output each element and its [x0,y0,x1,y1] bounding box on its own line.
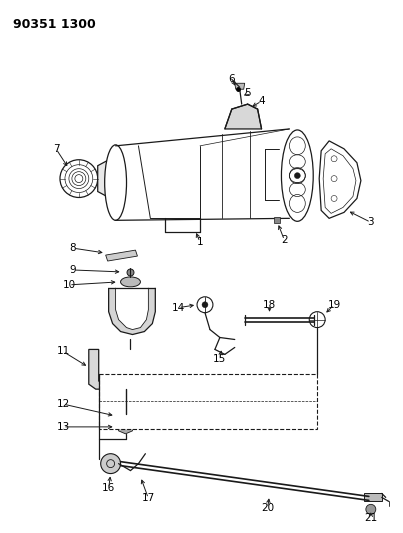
Text: 12: 12 [56,399,70,409]
Polygon shape [319,141,361,219]
Polygon shape [323,149,356,213]
Text: 3: 3 [368,217,374,227]
Text: 4: 4 [258,96,265,106]
Text: 11: 11 [56,346,70,357]
Text: 9: 9 [70,265,76,275]
Text: 14: 14 [172,303,185,313]
Text: 10: 10 [62,280,75,290]
Ellipse shape [281,130,313,221]
Text: 2: 2 [281,235,288,245]
Text: 16: 16 [102,483,115,494]
Ellipse shape [60,160,98,198]
Text: 21: 21 [364,513,378,523]
Circle shape [294,173,300,179]
Circle shape [101,454,120,473]
Circle shape [309,312,325,328]
Text: 18: 18 [263,300,276,310]
Polygon shape [116,288,148,329]
Text: 5: 5 [244,88,251,98]
Text: 20: 20 [261,503,274,513]
Text: 6: 6 [229,74,235,84]
Text: 13: 13 [56,422,70,432]
Text: 1: 1 [197,237,204,247]
Text: 8: 8 [70,243,76,253]
Polygon shape [116,129,304,220]
Polygon shape [235,83,245,89]
Polygon shape [118,420,133,434]
Circle shape [120,375,131,387]
Circle shape [202,302,208,308]
Text: 19: 19 [328,300,341,310]
Text: 15: 15 [213,354,226,365]
Text: 17: 17 [142,494,155,503]
Ellipse shape [116,412,135,420]
Ellipse shape [105,145,127,220]
Polygon shape [109,288,155,335]
Text: 90351 1300: 90351 1300 [13,18,96,31]
Circle shape [366,504,376,514]
Bar [364,494,382,502]
Text: 7: 7 [53,144,59,154]
Polygon shape [89,350,155,389]
Polygon shape [106,250,137,261]
Polygon shape [98,159,116,198]
Ellipse shape [120,277,140,287]
Polygon shape [225,104,262,129]
Bar [99,374,317,429]
